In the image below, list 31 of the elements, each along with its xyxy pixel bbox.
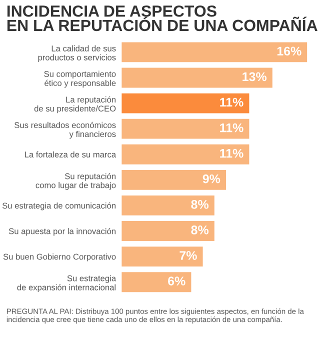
y-tick-label: La calidad de sus productos o servicios [38,45,116,62]
data-label: 6% [168,276,186,286]
y-tick-label: Su comportamiento ético y responsable [44,70,116,88]
bar [122,42,308,62]
bar [122,144,250,164]
data-label: 11% [220,98,244,107]
data-label: 9% [202,174,220,184]
y-tick-label: Sus resultados económicos y financieros [14,122,116,139]
data-label: 16% [277,46,302,56]
bar [122,93,250,114]
bar [122,118,250,139]
y-tick-label: Su estrategia de comunicación [2,202,116,210]
y-tick-label: Su apuesta por la innovación [8,228,116,236]
data-label: 8% [191,226,209,234]
data-label: 11% [220,148,244,158]
bar [122,221,214,241]
y-tick-label: La fortaleza de su marca [25,151,116,158]
data-label: 11% [220,123,244,132]
data-label: 8% [191,200,209,209]
y-tick-label: Su reputación como lugar de trabajo [36,172,116,190]
bar [122,196,214,216]
bar [122,68,272,88]
y-tick-label: Su buen Gobierno Corporativo [3,254,116,262]
bar [122,246,203,267]
bar [122,272,192,292]
data-label: 13% [242,72,267,82]
data-label: 7% [180,251,197,260]
y-tick-label: La reputación de su presidente/CEO [34,96,116,114]
y-tick-label: Su estrategia de expansión internacional [17,275,116,292]
chart-title: INCIDENCIA DE ASPECTOS EN LA REPUTACIÓN DE UNA COMPAÑÍA [7,5,318,32]
bar [122,170,226,190]
